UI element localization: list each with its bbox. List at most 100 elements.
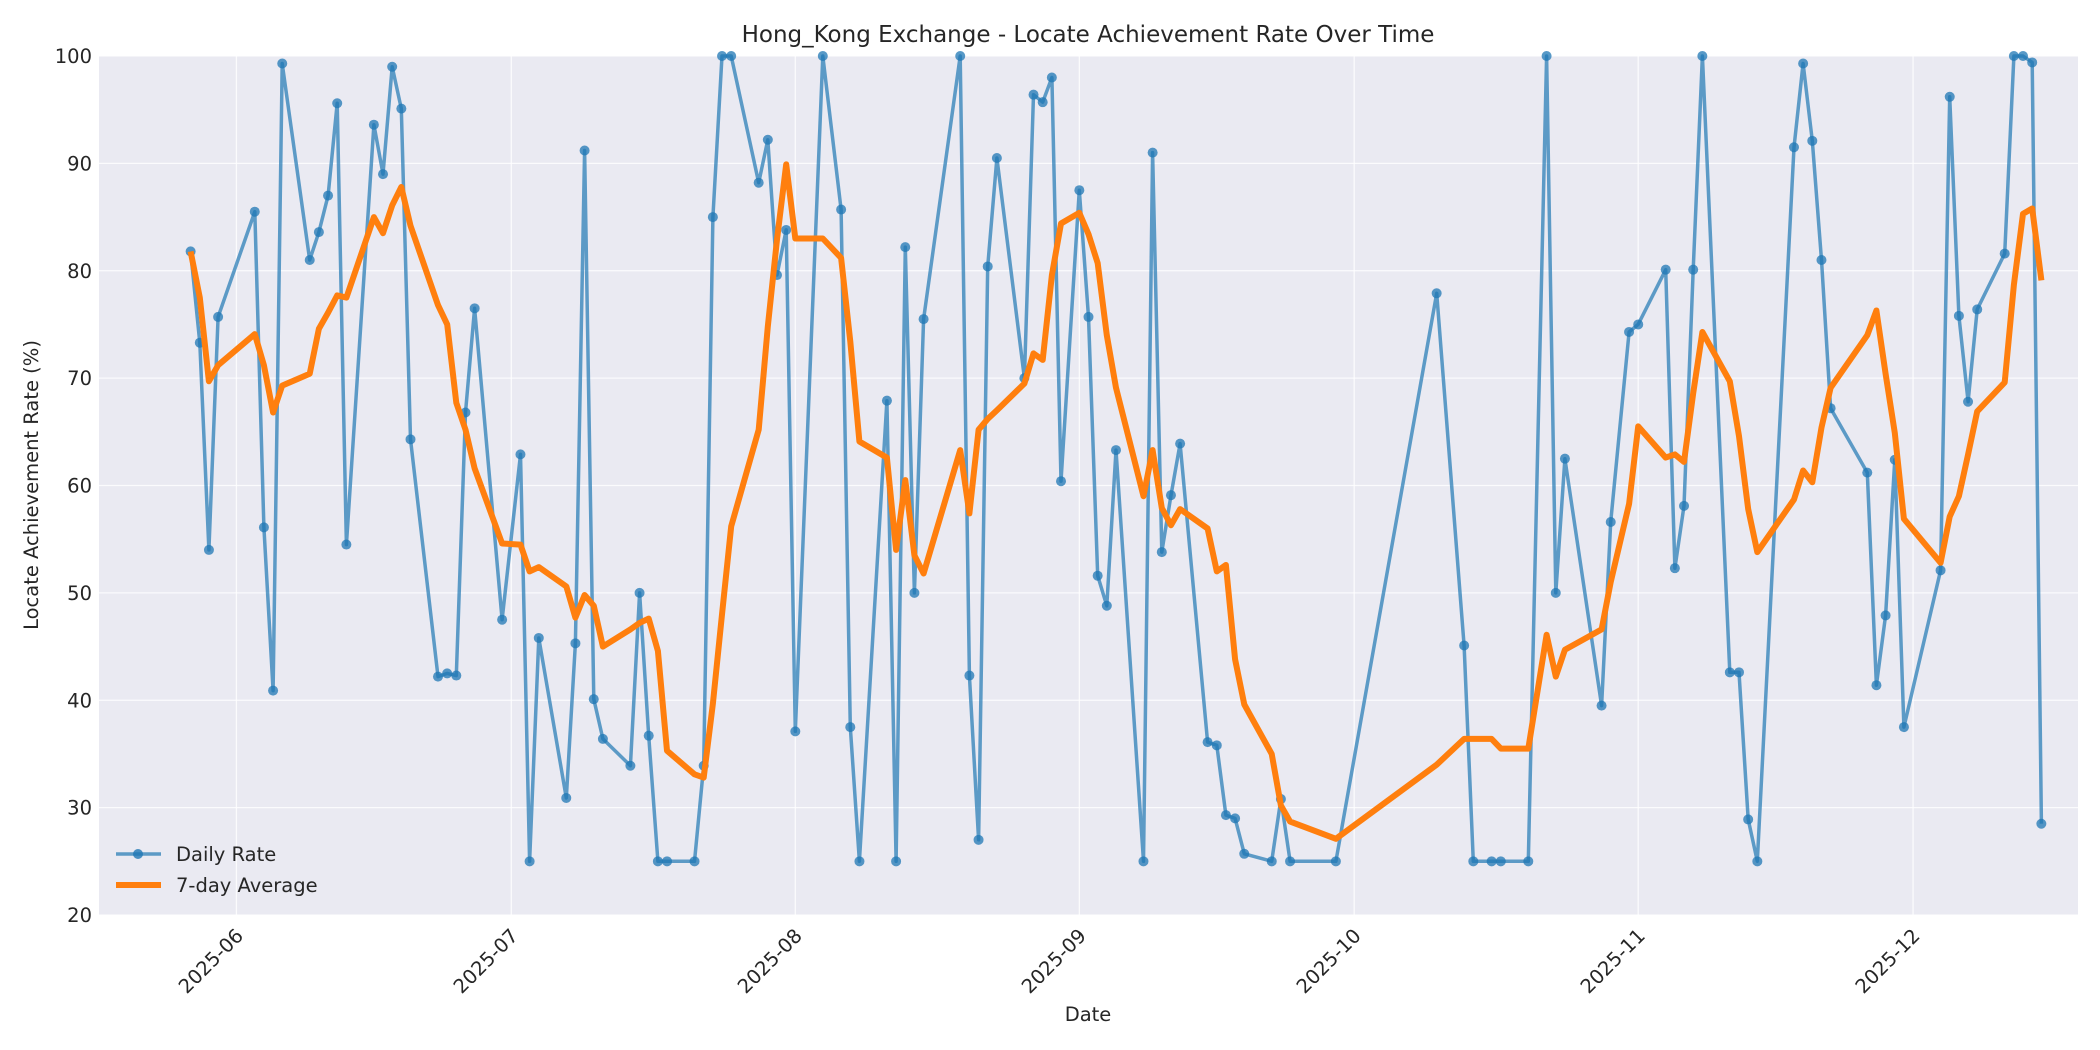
daily-rate-point bbox=[1633, 319, 1644, 330]
daily-rate-point bbox=[451, 670, 462, 681]
daily-rate-point bbox=[1944, 91, 1955, 102]
daily-rate-point bbox=[1798, 58, 1809, 69]
daily-rate-point bbox=[1156, 547, 1167, 558]
daily-rate-point bbox=[1752, 856, 1763, 867]
daily-rate-point bbox=[854, 856, 865, 867]
x-tick-label: 2025-11 bbox=[1576, 924, 1650, 998]
daily-rate-point bbox=[991, 153, 1002, 164]
daily-rate-point bbox=[1523, 856, 1534, 867]
daily-rate-point bbox=[1807, 135, 1818, 146]
x-tick-label: 2025-12 bbox=[1851, 924, 1925, 998]
daily-rate-point bbox=[1074, 185, 1085, 196]
daily-rate-point bbox=[341, 539, 352, 550]
daily-rate-point bbox=[1724, 667, 1735, 678]
daily-rate-point bbox=[1083, 311, 1094, 322]
y-axis-ticks: 20 30 40 50 60 70 80 90 100 bbox=[55, 45, 92, 927]
daily-rate-point bbox=[964, 670, 975, 681]
daily-rate-point bbox=[561, 792, 572, 803]
daily-rate-point bbox=[1211, 740, 1222, 751]
daily-rate-point bbox=[323, 190, 334, 201]
daily-rate-point bbox=[1028, 89, 1039, 100]
daily-rate-point bbox=[1953, 310, 1964, 321]
daily-rate-point bbox=[1660, 264, 1671, 275]
daily-rate-point bbox=[579, 145, 590, 156]
x-axis-ticks: 2025-06 2025-07 2025-08 2025-09 2025-10 2025-… bbox=[174, 924, 1925, 998]
daily-rate-point bbox=[213, 311, 224, 322]
daily-rate-point bbox=[304, 255, 315, 266]
daily-rate-point bbox=[836, 204, 847, 215]
daily-rate-point bbox=[1688, 264, 1699, 275]
y-tick-label: 50 bbox=[67, 582, 92, 605]
daily-rate-point bbox=[652, 856, 663, 867]
x-tick-label: 2025-08 bbox=[733, 924, 807, 998]
daily-rate-point bbox=[1624, 326, 1635, 337]
daily-rate-point bbox=[405, 434, 416, 445]
daily-rate-point bbox=[533, 632, 544, 643]
daily-rate-point bbox=[396, 103, 407, 114]
daily-rate-point bbox=[625, 760, 636, 771]
daily-rate-point bbox=[1972, 304, 1983, 315]
daily-rate-point bbox=[1037, 97, 1048, 108]
daily-rate-point bbox=[1550, 587, 1561, 598]
daily-rate-point bbox=[258, 522, 269, 533]
x-tick-label: 2025-09 bbox=[1017, 924, 1091, 998]
daily-rate-point bbox=[1862, 467, 1873, 478]
daily-rate-point bbox=[1266, 856, 1277, 867]
daily-rate-point bbox=[1898, 722, 1909, 733]
daily-rate-point bbox=[973, 834, 984, 845]
daily-rate-point bbox=[1431, 288, 1442, 299]
daily-rate-point bbox=[1743, 814, 1754, 825]
daily-rate-point bbox=[1230, 813, 1241, 824]
legend-daily-label: Daily Rate bbox=[176, 843, 276, 866]
daily-rate-point bbox=[1495, 856, 1506, 867]
daily-rate-point bbox=[387, 61, 398, 72]
daily-rate-point bbox=[1330, 856, 1341, 867]
x-tick-label: 2025-10 bbox=[1292, 924, 1366, 998]
series-7day-average bbox=[187, 161, 2045, 842]
daily-rate-point bbox=[497, 614, 508, 625]
daily-rate-point bbox=[1138, 856, 1149, 867]
daily-rate-point bbox=[1056, 476, 1067, 487]
daily-rate-point bbox=[203, 544, 214, 555]
daily-rate-point bbox=[881, 395, 892, 406]
daily-rate-point bbox=[900, 242, 911, 253]
daily-rate-point bbox=[1110, 445, 1121, 456]
daily-rate-point bbox=[1220, 810, 1231, 821]
daily-rate-point bbox=[268, 685, 279, 696]
daily-rate-point bbox=[707, 212, 718, 223]
y-tick-label: 40 bbox=[67, 689, 92, 712]
daily-rate-point bbox=[1871, 680, 1882, 691]
daily-rate-point bbox=[378, 169, 389, 180]
daily-rate-point bbox=[1147, 147, 1158, 158]
daily-rate-point bbox=[588, 694, 599, 705]
daily-rate-point bbox=[277, 58, 288, 69]
daily-rate-point bbox=[1669, 563, 1680, 574]
daily-rate-point bbox=[1285, 856, 1296, 867]
daily-rate-point bbox=[432, 671, 443, 682]
chart-title: Hong_Kong Exchange - Locate Achievement … bbox=[742, 22, 1435, 48]
daily-rate-point bbox=[781, 224, 792, 235]
y-tick-label: 60 bbox=[67, 475, 92, 498]
legend-avg-label: 7-day Average bbox=[176, 874, 318, 897]
daily-rate-point bbox=[1697, 51, 1708, 61]
daily-rate-point bbox=[1788, 142, 1799, 153]
daily-rate-point bbox=[524, 856, 535, 867]
daily-rate-point bbox=[762, 134, 773, 145]
daily-rate-point bbox=[1963, 396, 1974, 407]
daily-rate-point bbox=[1559, 453, 1570, 464]
y-tick-label: 30 bbox=[67, 797, 92, 820]
daily-rate-point bbox=[689, 856, 700, 867]
daily-rate-point bbox=[332, 98, 343, 109]
daily-rate-point bbox=[1092, 570, 1103, 581]
daily-rate-point bbox=[1486, 856, 1497, 867]
gridlines bbox=[99, 55, 2078, 916]
daily-rate-point bbox=[368, 119, 379, 130]
daily-rate-point bbox=[1239, 848, 1250, 859]
daily-rate-point bbox=[1202, 737, 1213, 748]
daily-rate-point bbox=[2036, 818, 2047, 829]
daily-rate-point bbox=[817, 51, 828, 61]
daily-rate-point bbox=[2008, 51, 2019, 61]
x-tick-label: 2025-06 bbox=[174, 924, 248, 998]
x-axis-label: Date bbox=[1065, 1003, 1112, 1026]
